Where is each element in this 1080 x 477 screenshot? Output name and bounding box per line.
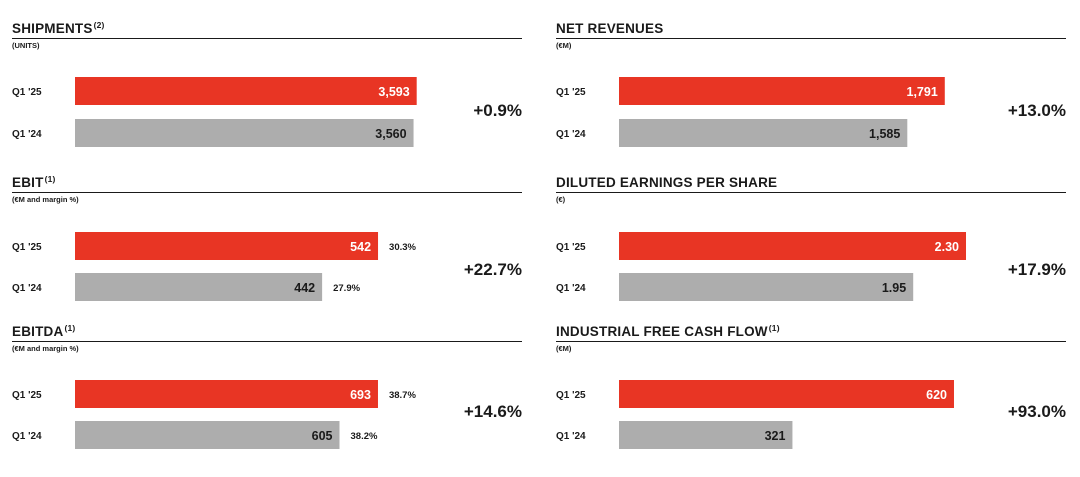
value-label: 2.30 (935, 240, 959, 254)
title-rule (556, 38, 1066, 39)
panel-title: DILUTED EARNINGS PER SHARE (556, 174, 778, 190)
category-label: Q1 '25 (556, 390, 586, 401)
chart-title: INDUSTRIAL FREE CASH FLOW (556, 324, 768, 339)
category-label: Q1 '24 (556, 283, 586, 294)
chart-title: SHIPMENTS (12, 21, 93, 36)
bar-current (75, 77, 417, 105)
value-label: 3,560 (375, 127, 406, 141)
chart-title: NET REVENUES (556, 21, 664, 36)
bar-current (75, 380, 378, 408)
title-rule (12, 38, 522, 39)
value-label: 3,593 (378, 85, 409, 99)
change-percent: +14.6% (463, 402, 522, 421)
bar-prior (75, 119, 414, 147)
panel-ebit: EBIT(1) (€M and margin %) Q1 '25 542 30.3%… (12, 174, 522, 314)
unit-label: (UNITS) (12, 41, 40, 50)
panel-shipments: SHIPMENTS(2) (UNITS) Q1 '25 3,593 Q1 '24 3,… (12, 20, 522, 160)
title-rule (12, 341, 522, 342)
unit-label: (€M) (556, 344, 572, 353)
footnote-marker: (1) (768, 323, 780, 333)
value-label: 321 (765, 429, 786, 443)
margin-label: 27.9% (333, 283, 360, 294)
value-label: 605 (312, 429, 333, 443)
change-percent: +93.0% (1007, 402, 1066, 421)
value-label: 693 (350, 388, 371, 402)
chart-title: EBITDA (12, 324, 64, 339)
bar-chart: Q1 '25 620 Q1 '24 321 (556, 380, 954, 449)
category-label: Q1 '25 (556, 242, 586, 253)
value-label: 442 (294, 281, 315, 295)
footnote-marker: (2) (93, 20, 105, 30)
bar-current (619, 380, 954, 408)
footnote-marker: (1) (44, 174, 56, 184)
footnote-marker: (1) (64, 323, 76, 333)
panel-title: NET REVENUES (556, 20, 664, 36)
bar-prior (75, 421, 340, 449)
panel-net-revenues: NET REVENUES (€M) Q1 '25 1,791 Q1 '24 1,585… (556, 20, 1066, 160)
bar-current (619, 77, 945, 105)
panel-title: SHIPMENTS(2) (12, 20, 105, 36)
category-label: Q1 '24 (12, 129, 42, 140)
bar-chart: Q1 '25 2.30 Q1 '24 1.95 (556, 232, 967, 301)
bar-chart: Q1 '25 693 38.7% Q1 '24 605 38.2% (12, 380, 416, 449)
chart-title: EBIT (12, 175, 44, 190)
panel-industrial-fcf: INDUSTRIAL FREE CASH FLOW(1) (€M) Q1 '25… (556, 323, 1066, 463)
title-rule (12, 192, 522, 193)
panel-diluted-eps: DILUTED EARNINGS PER SHARE (€) Q1 '25 2.3… (556, 174, 1066, 314)
title-rule (556, 341, 1066, 342)
unit-label: (€M and margin %) (12, 195, 79, 204)
category-label: Q1 '24 (556, 431, 586, 442)
change-percent: +22.7% (463, 260, 522, 279)
bar-chart: Q1 '25 1,791 Q1 '24 1,585 (556, 77, 945, 147)
change-percent: +17.9% (1007, 260, 1066, 279)
margin-label: 38.7% (389, 390, 416, 401)
margin-label: 38.2% (351, 431, 378, 442)
title-rule (556, 192, 1066, 193)
category-label: Q1 '25 (12, 87, 42, 98)
chart-title: DILUTED EARNINGS PER SHARE (556, 175, 778, 190)
unit-label: (€M) (556, 41, 572, 50)
unit-label: (€M and margin %) (12, 344, 79, 353)
bar-prior (619, 273, 914, 301)
bar-prior (75, 273, 323, 301)
panel-ebitda: EBITDA(1) (€M and margin %) Q1 '25 693 38.… (12, 323, 522, 463)
category-label: Q1 '25 (12, 242, 42, 253)
bar-current (619, 232, 967, 260)
value-label: 1,585 (869, 127, 900, 141)
value-label: 1.95 (882, 281, 906, 295)
change-percent: +13.0% (1007, 101, 1066, 120)
bar-prior (619, 421, 793, 449)
value-label: 620 (926, 388, 947, 402)
change-percent: +0.9% (473, 101, 522, 120)
panel-title: EBIT(1) (12, 174, 56, 190)
category-label: Q1 '24 (12, 431, 42, 442)
value-label: 542 (350, 240, 371, 254)
category-label: Q1 '24 (12, 283, 42, 294)
bar-chart: Q1 '25 3,593 Q1 '24 3,560 (12, 77, 417, 147)
bar-chart: Q1 '25 542 30.3% Q1 '24 442 27.9% (12, 232, 417, 301)
category-label: Q1 '24 (556, 129, 586, 140)
panel-title: EBITDA(1) (12, 323, 75, 339)
bar-prior (619, 119, 908, 147)
category-label: Q1 '25 (12, 390, 42, 401)
margin-label: 30.3% (389, 242, 416, 253)
value-label: 1,791 (907, 85, 938, 99)
bar-current (75, 232, 379, 260)
category-label: Q1 '25 (556, 87, 586, 98)
panel-title: INDUSTRIAL FREE CASH FLOW(1) (556, 323, 780, 339)
unit-label: (€) (556, 195, 566, 204)
